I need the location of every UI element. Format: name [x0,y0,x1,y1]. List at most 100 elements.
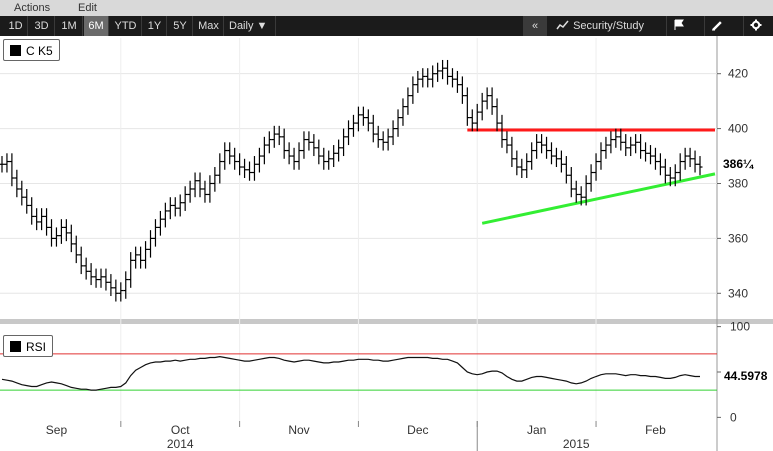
price-bar [553,147,559,168]
price-bar [440,59,446,80]
range-button-1y[interactable]: 1Y [143,16,167,36]
study-chart-icon [556,20,569,30]
price-bar [687,147,693,168]
price-bar [316,139,322,165]
price-bar [355,106,361,132]
month-label: Sep [46,423,68,437]
price-bar [167,197,173,220]
range-button-max[interactable]: Max [194,16,224,36]
rsi-last-value-badge: 44.5978 [721,367,771,385]
price-bar [152,219,158,247]
price-bar [202,180,208,203]
price-bar [405,87,411,115]
price-bar [227,142,233,165]
price-bar [24,188,30,214]
price-bar [217,153,223,184]
range-button-1d[interactable]: 1D [4,16,28,36]
price-bar [474,103,480,132]
price-bar [177,194,183,217]
price-bar [350,114,356,137]
price-bar [4,153,10,173]
frequency-dropdown[interactable]: Daily ▼ [225,16,277,36]
price-bar [514,150,520,176]
flag-icon[interactable] [666,16,691,36]
price-bar [78,246,84,275]
price-bar [291,147,297,170]
price-legend-swatch [10,45,21,56]
price-bar [385,128,391,151]
price-bar [672,164,678,187]
price-bar [583,175,589,206]
month-label: Oct [171,423,190,437]
price-bar [519,158,525,178]
price-bar [19,180,25,206]
price-bar [276,125,282,146]
price-bar [459,76,465,104]
settings-gear-icon[interactable] [743,16,768,36]
range-button-6m[interactable]: 6M [84,16,109,36]
price-legend[interactable]: C K5 [3,39,60,61]
price-bar [677,153,683,181]
price-bar [380,131,386,151]
price-bar [286,142,292,165]
price-bar [133,246,139,269]
range-button-ytd[interactable]: YTD [110,16,142,36]
month-label: Nov [288,423,309,437]
price-bar [692,150,698,173]
menu-edit[interactable]: Edit [78,2,97,14]
price-bar [172,197,178,217]
price-bar [593,153,599,181]
price-bar [479,92,485,121]
price-bar [83,257,89,280]
rsi-legend[interactable]: RSI [3,335,54,357]
rsi-legend-swatch [10,341,21,352]
price-bar [667,167,673,187]
price-bar [281,128,287,159]
price-bar [697,156,703,176]
price-bar [98,268,104,288]
price-bar [296,142,302,170]
toolbar: 1D 3D 1M 6M YTD 1Y 5Y Max Daily ▼ « Security/St… [0,16,773,36]
price-bar [14,169,20,198]
security-study-button[interactable]: Security/Study [556,16,644,36]
price-bar [682,147,688,170]
range-button-3d[interactable]: 3D [29,16,55,36]
price-bar [68,224,74,253]
price-bar [232,147,238,170]
price-bar [623,134,629,157]
price-bar [34,208,40,231]
price-bar [251,156,257,181]
price-bar [108,274,114,297]
price-bar [652,147,658,170]
price-bar [182,186,188,211]
price-bar [187,180,193,203]
price-bar [207,175,213,203]
price-bar [247,161,253,181]
price-bar [390,120,396,146]
year-label: 2015 [563,437,590,451]
price-bar [49,219,55,247]
draw-icon[interactable] [704,16,729,36]
menu-actions[interactable]: Actions [14,2,51,14]
rsi-series-line [1,355,700,391]
price-bar [454,70,460,93]
collapse-button[interactable]: « [523,16,547,36]
rsi-tick-label: 100 [730,320,750,334]
price-bar [44,208,50,236]
price-bar [420,68,426,88]
price-bar [544,136,550,159]
price-bar [578,186,584,206]
price-bar [321,147,327,170]
price-bar [509,136,515,168]
price-bar [148,230,154,258]
price-bar [341,128,347,157]
range-button-1m[interactable]: 1M [56,16,83,36]
month-label: Feb [645,423,666,437]
price-chart[interactable]: 340360380400420050100SepOctNovDecJanFeb2… [0,36,773,451]
price-tick-label: 400 [728,122,748,136]
price-bar [306,131,312,151]
price-bar [256,147,262,173]
range-button-5y[interactable]: 5Y [168,16,193,36]
price-bar [603,136,609,159]
menu-bar: Actions Edit [0,0,773,16]
